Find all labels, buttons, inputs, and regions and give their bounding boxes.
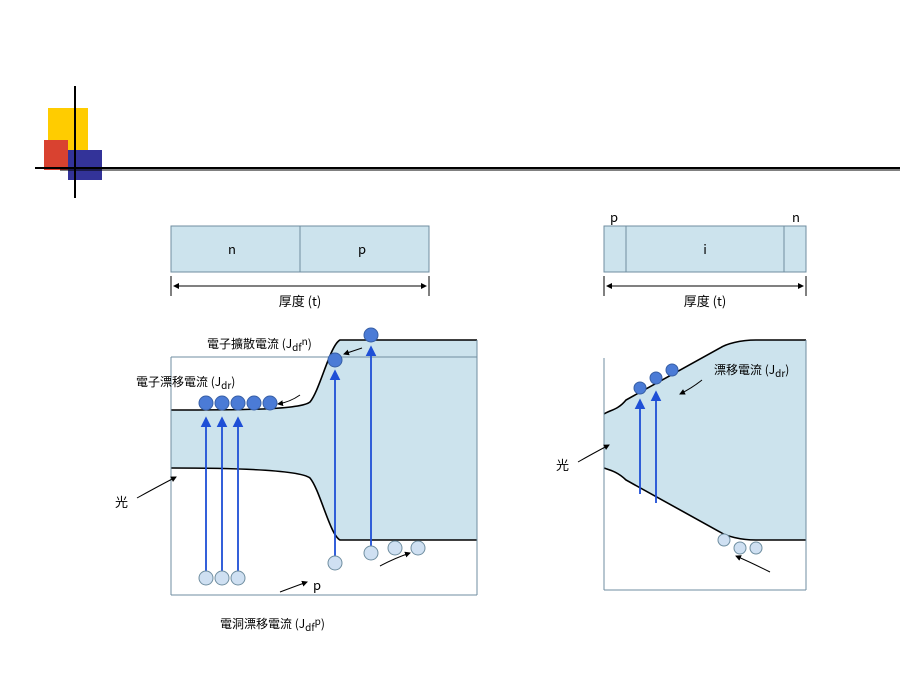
i-label: i (703, 239, 707, 258)
slide-logo (35, 86, 900, 198)
diagram-root: n p 厚度 (t) p i n 厚度 (t) (0, 0, 920, 690)
n-label-top: n (792, 207, 800, 226)
left-band-diagram: 光 電子漂移電流 (Jdr) 電子擴散電流 (Jdfn) p 電洞漂移電流 (J… (115, 328, 477, 634)
p-label: p (358, 239, 366, 258)
electron-diffusion-label: 電子擴散電流 (Jdfn) (207, 333, 312, 354)
pin-structure: p i n 厚度 (t) (604, 207, 806, 310)
n-label: n (228, 239, 236, 258)
light-label-right: 光 (556, 455, 569, 474)
thickness-right: 厚度 (t) (684, 291, 727, 310)
light-label-left: 光 (115, 492, 128, 511)
thickness-left: 厚度 (t) (279, 291, 322, 310)
hole-drift-label: 電洞漂移電流 (Jdfp) (220, 613, 325, 634)
p-label-top: p (610, 207, 618, 226)
electron-drift-label: 電子漂移電流 (Jdr) (136, 373, 235, 392)
p-label-bottom: p (313, 575, 321, 594)
np-structure: n p 厚度 (t) (171, 226, 429, 310)
right-band-diagram: 光 漂移電流 (Jdr) (556, 340, 806, 590)
